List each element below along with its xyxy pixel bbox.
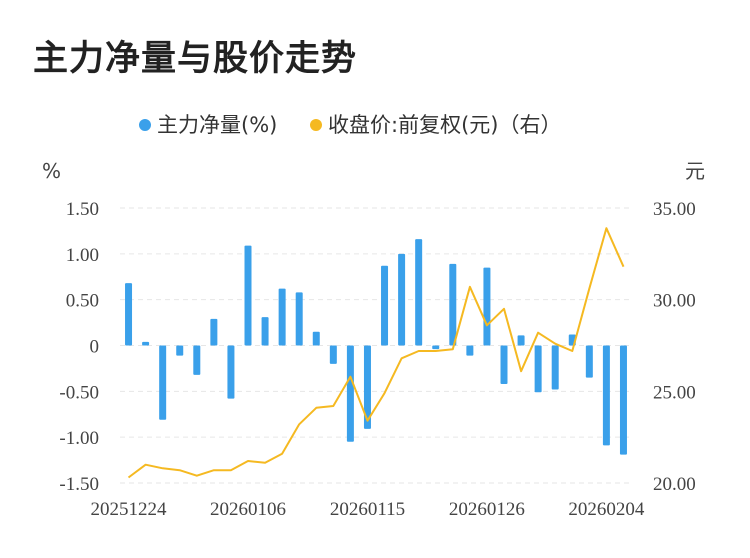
bar bbox=[227, 345, 235, 399]
gridlines bbox=[120, 207, 632, 484]
bar bbox=[585, 345, 593, 378]
bar bbox=[483, 267, 491, 346]
y-left-tick-label: 0 bbox=[90, 337, 100, 358]
x-tick-label: 20260204 bbox=[568, 499, 645, 520]
chart-title: 主力净量与股价走势 bbox=[33, 39, 358, 79]
bar bbox=[159, 345, 167, 420]
bar bbox=[449, 263, 457, 346]
y-right-axis: 35.00 30.00 25.00 20.00 bbox=[653, 199, 696, 495]
bar bbox=[619, 345, 627, 455]
bar bbox=[142, 341, 150, 346]
y-right-tick-label: 35.00 bbox=[653, 199, 696, 220]
y-left-tick-label: -1.00 bbox=[59, 428, 99, 449]
x-tick-label: 20260115 bbox=[330, 499, 405, 520]
bar bbox=[534, 345, 542, 393]
y-left-tick-label: 1.50 bbox=[66, 199, 99, 220]
bar bbox=[500, 345, 508, 384]
price-line bbox=[127, 227, 625, 479]
x-tick-label: 20251224 bbox=[91, 499, 168, 520]
bar bbox=[312, 331, 320, 346]
y-left-unit: % bbox=[42, 159, 61, 183]
y-left-tick-label: 0.50 bbox=[66, 291, 99, 312]
legend-line-label: 收盘价:前复权(元)（右） bbox=[328, 113, 561, 137]
bar bbox=[363, 345, 371, 429]
y-left-tick-label: -0.50 bbox=[59, 382, 99, 403]
legend-bar-label: 主力净量(%) bbox=[157, 113, 277, 137]
bar bbox=[398, 253, 406, 346]
y-left-tick-label: -1.50 bbox=[59, 474, 99, 495]
bar bbox=[125, 283, 133, 346]
bar bbox=[329, 345, 337, 364]
bar bbox=[602, 345, 610, 446]
bar bbox=[381, 265, 389, 346]
legend-line-marker bbox=[310, 119, 322, 131]
x-axis: 20251224 20260106 20260115 20260126 20260204 bbox=[91, 499, 645, 520]
bar bbox=[346, 345, 354, 442]
bar bbox=[415, 239, 423, 346]
bar bbox=[278, 288, 286, 346]
bar-series bbox=[125, 239, 627, 455]
bar bbox=[210, 318, 218, 346]
bar bbox=[261, 317, 269, 346]
bar bbox=[466, 345, 474, 356]
bar bbox=[193, 345, 201, 375]
bar bbox=[244, 245, 252, 346]
line-series bbox=[127, 227, 625, 479]
x-tick-label: 20260106 bbox=[210, 499, 286, 520]
y-right-tick-label: 25.00 bbox=[653, 382, 696, 403]
y-right-tick-label: 30.00 bbox=[653, 291, 696, 312]
y-left-tick-label: 1.00 bbox=[66, 245, 99, 266]
y-left-axis: 1.50 1.00 0.50 0 -0.50 -1.00 -1.50 bbox=[59, 199, 99, 495]
legend: 主力净量(%) 收盘价:前复权(元)（右） bbox=[139, 113, 561, 137]
bar bbox=[176, 345, 184, 356]
bar bbox=[551, 345, 559, 390]
y-right-unit: 元 bbox=[685, 159, 705, 183]
bar bbox=[295, 292, 303, 346]
bar bbox=[517, 335, 525, 346]
bar bbox=[432, 345, 440, 350]
x-tick-label: 20260126 bbox=[449, 499, 525, 520]
legend-bar-marker bbox=[139, 119, 151, 131]
y-right-tick-label: 20.00 bbox=[653, 474, 696, 495]
